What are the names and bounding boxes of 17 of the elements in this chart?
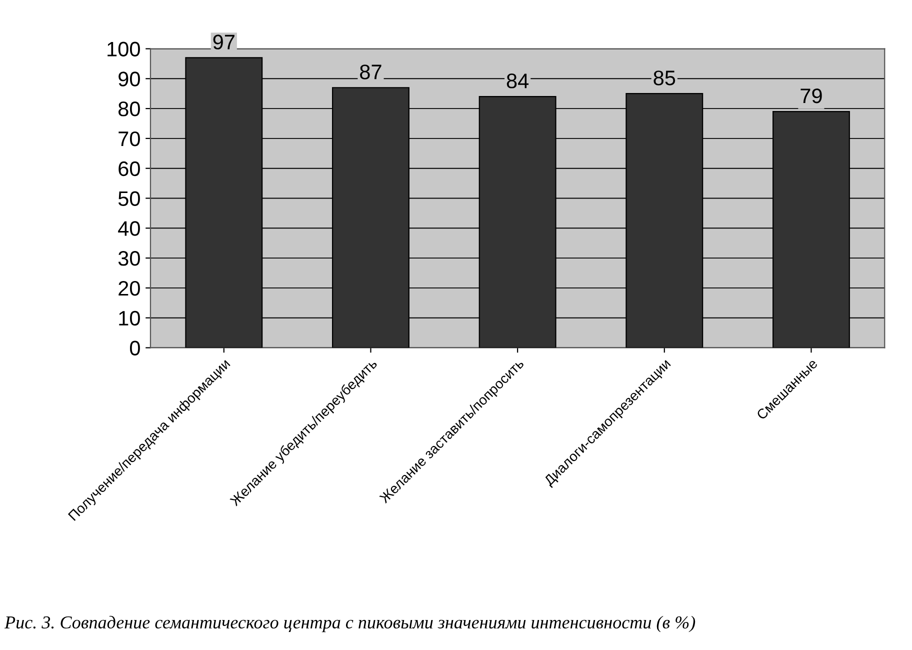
data-label: 85 xyxy=(654,70,676,86)
y-tick-label: 100 xyxy=(108,42,140,57)
data-label: 97 xyxy=(213,34,234,50)
data-label: 84 xyxy=(506,74,529,88)
data-label: 79 xyxy=(800,88,822,104)
y-tick-label: 0 xyxy=(130,340,140,356)
y-tick-label: 20 xyxy=(118,280,140,296)
text: Рис. 3. Совпадение семантического центра с пиковыми значениями интенсивности (в %) xyxy=(4,616,696,632)
y-tick-label: 80 xyxy=(118,102,140,116)
y-tick-label: 10 xyxy=(119,310,140,326)
y-tick-label: 30 xyxy=(118,251,140,266)
y-tick-label: 70 xyxy=(118,131,140,146)
y-tick-label: 90 xyxy=(118,72,140,86)
data-label: 87 xyxy=(360,64,382,80)
y-tick-label: 50 xyxy=(118,191,140,206)
y-tick-label: 60 xyxy=(118,161,140,176)
y-tick-label: 40 xyxy=(118,221,140,236)
